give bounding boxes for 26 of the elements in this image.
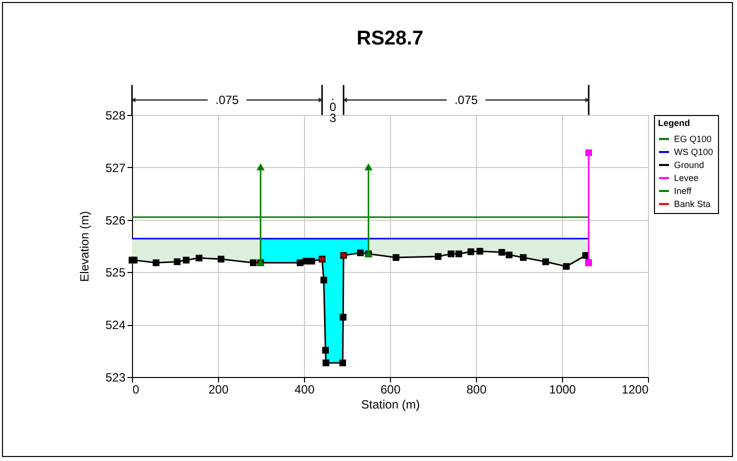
x-tick-label: 0 — [132, 382, 140, 396]
chart-title: RS28.7 — [356, 27, 424, 50]
legend-label: Levee — [674, 173, 699, 183]
y-tick-label: 526 — [105, 213, 126, 228]
x-tick-label: 800 — [466, 382, 487, 396]
x-tick-label: 1000 — [549, 382, 576, 396]
legend-label: Ineff — [674, 186, 692, 196]
x-tick-label: 400 — [294, 382, 315, 396]
legend-label: Bank Sta — [674, 199, 711, 209]
x-tick-label: 1200 — [622, 382, 649, 396]
y-axis-title: Elevation (m) — [77, 211, 92, 282]
y-tick-label: 525 — [105, 266, 126, 280]
legend-label: WS Q100 — [674, 147, 714, 157]
text: .075 — [454, 93, 478, 107]
x-tick-label: 600 — [380, 382, 401, 396]
y-tick-label: 527 — [105, 160, 126, 175]
legend-label: EG Q100 — [674, 134, 712, 144]
y-tick-label: 528 — [105, 108, 126, 122]
text: .075 — [215, 93, 240, 107]
y-tick-label: 523 — [105, 370, 126, 384]
legend-label: Ground — [674, 160, 704, 170]
annotation: .03 — [329, 89, 336, 125]
x-tick-label: 200 — [208, 382, 229, 396]
y-tick-label: 524 — [105, 318, 126, 332]
legend-title: Legend — [658, 118, 690, 128]
x-axis-title: Station (m) — [361, 398, 420, 412]
